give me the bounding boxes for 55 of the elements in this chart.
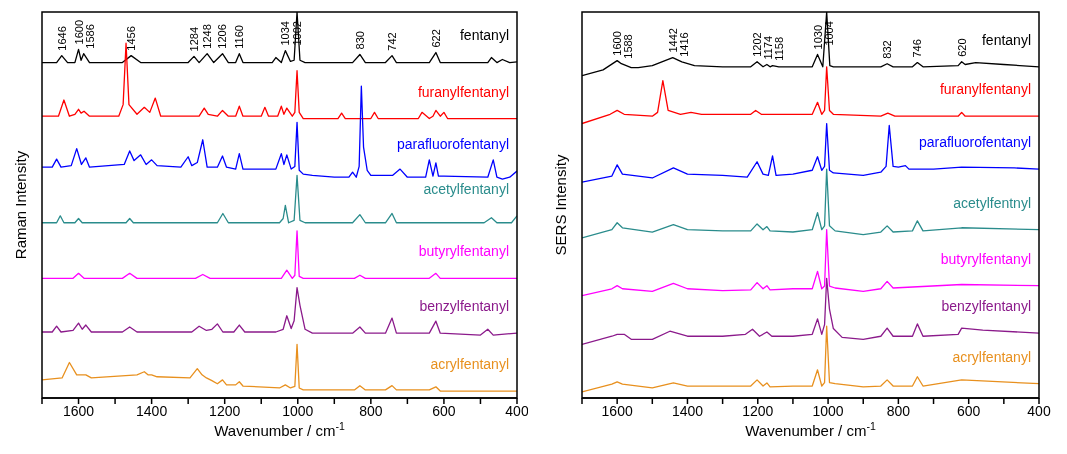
x-tick-label: 400: [1027, 402, 1051, 419]
x-tick-label: 1200: [742, 402, 774, 419]
x-tick-label: 800: [359, 402, 383, 419]
annotation: 832: [881, 40, 894, 59]
annotation: 1202: [751, 32, 764, 57]
series-label: fentanyl: [981, 31, 1031, 48]
x-tick-label: 1600: [601, 402, 633, 419]
x-tick-label: 1000: [812, 402, 844, 419]
x-tick-label: 800: [886, 402, 911, 419]
series-label: furanylfentanyl: [939, 81, 1031, 98]
annotation: 1416: [677, 32, 690, 57]
annotation: 1030: [811, 24, 824, 50]
x-tick-label: 1000: [282, 402, 314, 419]
series-label: fentanyl: [459, 26, 509, 43]
x-tick-label: 400: [505, 402, 529, 419]
x-axis-title: Wavenumber / cm$^{-1}$: [745, 420, 876, 439]
x-axis-title: Wavenumber / cm$^{-1}$: [214, 420, 345, 439]
series-label: acetylfentnyl: [953, 194, 1031, 211]
series-label: butyrylfentanyl: [418, 243, 509, 260]
series-label: butyrylfentanyl: [940, 250, 1031, 267]
series-label: acrylfentanyl: [430, 356, 509, 373]
annotation: 1158: [773, 37, 786, 61]
annotation: 620: [955, 38, 968, 57]
series-label: furanylfentanyl: [417, 83, 509, 100]
annotation: 1206: [216, 24, 229, 49]
x-tick-label: 1400: [136, 402, 168, 419]
annotation: 1646: [55, 26, 68, 51]
annotation: 1456: [125, 26, 138, 51]
annotation: 1600: [72, 19, 85, 45]
annotation: 1034: [279, 21, 292, 46]
annotation: 1248: [201, 24, 214, 49]
series-label: acetylfentanyl: [423, 180, 509, 197]
y-axis-title: Raman Intensity: [12, 150, 29, 260]
series-label: benzylfentanyl: [941, 298, 1031, 315]
series-label: parafluorofentanyl: [396, 136, 509, 153]
annotation: 1588: [622, 34, 635, 59]
annotation: 1442: [666, 28, 679, 53]
annotation: 830: [353, 31, 366, 50]
x-tick-label: 600: [432, 402, 456, 419]
annotation: 1174: [762, 35, 775, 60]
x-tick-label: 600: [957, 402, 981, 419]
x-tick-label: 1400: [671, 402, 704, 419]
annotation: 742: [386, 32, 399, 51]
annotation: 1160: [233, 25, 246, 49]
annotation: 622: [429, 29, 442, 48]
series-label: parafluorofentanyl: [918, 134, 1031, 151]
x-tick-label: 1200: [209, 402, 241, 419]
annotation: 1600: [611, 31, 624, 56]
x-tick-label: 1600: [62, 402, 95, 419]
annotation: 1284: [188, 26, 200, 52]
annotation: 746: [911, 39, 924, 58]
series-label: acrylfentanyl: [952, 348, 1031, 365]
annotation: 1586: [83, 24, 96, 49]
series-label: benzylfentanyl: [419, 298, 509, 315]
y-axis-title: SERS Intensity: [552, 154, 569, 256]
